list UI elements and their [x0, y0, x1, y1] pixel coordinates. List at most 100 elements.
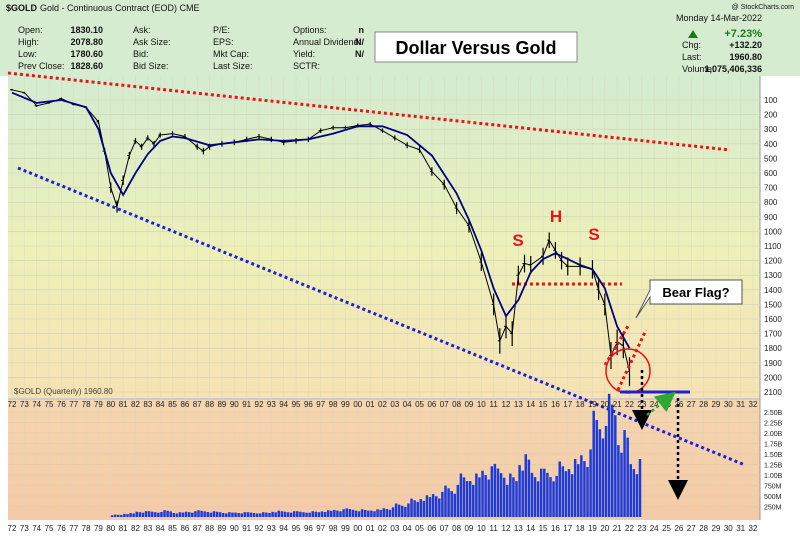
- volume-bar: [496, 468, 500, 517]
- volume-bar: [197, 510, 200, 517]
- volume-bar: [416, 501, 419, 517]
- volume-bar: [357, 511, 361, 517]
- x-tick-label: 86: [180, 524, 189, 533]
- volume-bar: [311, 511, 314, 517]
- volume-bar: [391, 507, 395, 517]
- up-arrow-icon: [688, 30, 698, 38]
- description: Gold - Continuous Contract (EOD) CME: [40, 3, 200, 13]
- x-tick-label: 07: [440, 400, 449, 409]
- head-shoulders-label: S: [512, 231, 523, 250]
- volume-bar: [410, 498, 413, 517]
- x-tick-label: 86: [180, 400, 189, 409]
- volume-bar: [200, 510, 203, 517]
- volume-bar: [172, 513, 176, 517]
- volume-bar: [351, 509, 355, 517]
- volume-bar: [184, 511, 188, 517]
- volume-bar: [475, 473, 478, 517]
- volume-bar: [225, 513, 228, 517]
- volume-tick-label: 1.50B: [764, 452, 783, 459]
- x-tick-label: 07: [440, 524, 449, 533]
- volume-bar: [342, 509, 345, 517]
- stat-value: 1960.80: [729, 52, 762, 62]
- volume-bar: [154, 512, 157, 517]
- volume-bar: [459, 473, 463, 517]
- volume-bar: [564, 471, 568, 517]
- x-tick-label: 79: [94, 400, 103, 409]
- volume-bar: [138, 512, 142, 517]
- x-tick-label: 32: [749, 524, 758, 533]
- x-tick-label: 17: [563, 524, 572, 533]
- volume-bar: [481, 470, 484, 517]
- volume-bar: [382, 508, 385, 517]
- volume-bar: [280, 511, 284, 517]
- volume-bar: [552, 481, 555, 517]
- volume-bar: [299, 511, 302, 517]
- x-tick-label: 31: [736, 524, 745, 533]
- x-tick-label: 99: [341, 524, 350, 533]
- x-tick-label: 14: [526, 400, 535, 409]
- x-tick-label: 96: [304, 524, 313, 533]
- volume-bar: [592, 410, 595, 517]
- volume-bar: [509, 473, 512, 517]
- volume-bar: [132, 513, 135, 517]
- volume-bar: [191, 512, 194, 517]
- volume-bar: [187, 512, 191, 517]
- stat-label: Ask Size:: [133, 37, 171, 47]
- volume-bar: [626, 437, 629, 517]
- volume-bar: [296, 511, 299, 517]
- volume-bar: [292, 511, 296, 517]
- stats-mid: Ask: Ask Size: Bid: Bid Size:: [133, 25, 171, 71]
- volume-bar: [237, 513, 240, 517]
- x-tick-label: 09: [464, 524, 473, 533]
- red-resistance-line: [7, 71, 731, 152]
- copyright: @ StockCharts.com: [732, 4, 795, 11]
- price-tick-label: 700: [764, 184, 778, 193]
- volume-bar: [348, 509, 352, 517]
- volume-bar: [444, 485, 447, 517]
- volume-bar: [175, 513, 179, 517]
- x-tick-label: 16: [551, 400, 560, 409]
- x-tick-label: 97: [316, 400, 325, 409]
- volume-tick-label: 2.50B: [764, 410, 783, 417]
- volume-bar: [126, 514, 129, 517]
- blue-support-line: [17, 166, 746, 467]
- x-tick-label: 17: [563, 400, 572, 409]
- x-tick-label: 22: [625, 524, 634, 533]
- price-tick-label: 1900: [764, 359, 782, 368]
- x-tick-label: 04: [403, 524, 412, 533]
- x-tick-label: 81: [119, 524, 128, 533]
- price-tick-label: 2000: [764, 373, 782, 382]
- x-tick-label: 15: [539, 400, 548, 409]
- price-tick-label: 200: [764, 111, 778, 120]
- x-tick-label: 21: [613, 524, 622, 533]
- volume-bar: [434, 496, 438, 517]
- volume-panel: [8, 400, 760, 520]
- price-tick-label: 1300: [764, 271, 782, 280]
- x-tick-label: 27: [687, 524, 696, 533]
- volume-bar: [407, 503, 410, 517]
- x-tick-label: 83: [143, 400, 152, 409]
- x-tick-label: 89: [217, 400, 226, 409]
- x-tick-label: 90: [230, 524, 239, 533]
- volume-bar: [453, 493, 456, 517]
- volume-bar: [404, 507, 407, 517]
- x-tick-label: 85: [168, 400, 177, 409]
- x-tick-label: 11: [489, 400, 498, 409]
- volume-bar: [595, 419, 599, 517]
- price-tick-label: 1800: [764, 344, 782, 353]
- volume-bar: [246, 512, 250, 517]
- volume-bar: [493, 463, 497, 517]
- volume-bar: [157, 512, 160, 517]
- volume-bar: [123, 513, 126, 517]
- x-tick-label: 23: [637, 400, 646, 409]
- volume-bar: [441, 491, 444, 517]
- volume-bar: [425, 495, 429, 517]
- x-tick-label: 91: [242, 400, 251, 409]
- x-tick-label: 21: [613, 400, 622, 409]
- x-tick-label: 95: [292, 524, 301, 533]
- x-tick-label: 85: [168, 524, 177, 533]
- x-tick-label: 05: [415, 400, 424, 409]
- volume-bar: [394, 503, 398, 517]
